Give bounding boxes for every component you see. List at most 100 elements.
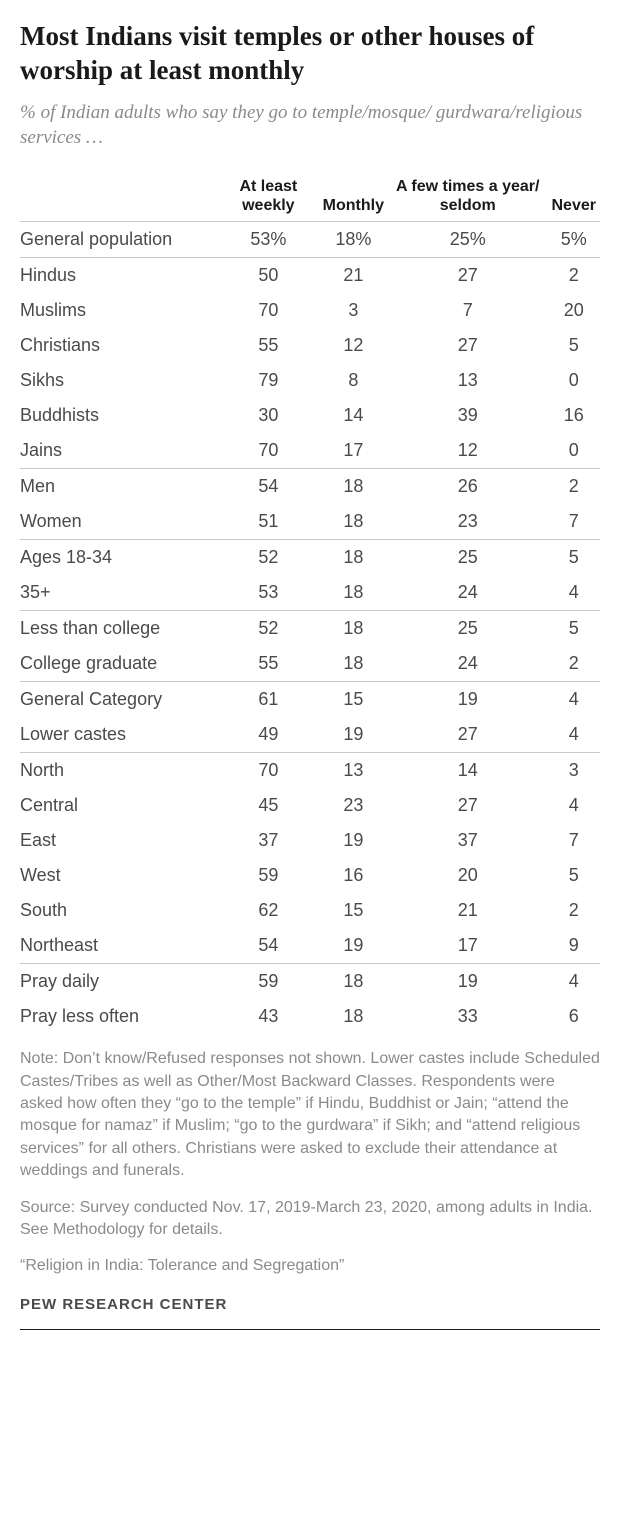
row-label: 35+	[20, 575, 218, 611]
cell-value: 19	[388, 682, 548, 718]
cell-value: 25	[388, 540, 548, 576]
cell-value: 18	[319, 999, 388, 1034]
cell-value: 59	[218, 964, 319, 1000]
cell-value: 26	[388, 469, 548, 505]
cell-value: 19	[319, 717, 388, 753]
cell-value: 18	[319, 540, 388, 576]
cell-value: 25%	[388, 222, 548, 258]
table-row: General Category6115194	[20, 682, 600, 718]
cell-value: 27	[388, 788, 548, 823]
row-label: General Category	[20, 682, 218, 718]
cell-value: 17	[388, 928, 548, 964]
cell-value: 4	[548, 788, 601, 823]
cell-value: 12	[319, 328, 388, 363]
table-row: Ages 18-345218255	[20, 540, 600, 576]
cell-value: 52	[218, 611, 319, 647]
table-row: Pray daily5918194	[20, 964, 600, 1000]
col-header-never: Never	[548, 171, 601, 222]
cell-value: 5	[548, 611, 601, 647]
row-label: Sikhs	[20, 363, 218, 398]
cell-value: 18	[319, 964, 388, 1000]
cell-value: 53	[218, 575, 319, 611]
cell-value: 16	[548, 398, 601, 433]
cell-value: 13	[388, 363, 548, 398]
cell-value: 18	[319, 504, 388, 540]
row-label: Muslims	[20, 293, 218, 328]
chart-title: Most Indians visit temples or other hous…	[20, 20, 600, 88]
table-row: Buddhists30143916	[20, 398, 600, 433]
cell-value: 0	[548, 433, 601, 469]
cell-value: 2	[548, 469, 601, 505]
table-row: North7013143	[20, 753, 600, 789]
cell-value: 23	[388, 504, 548, 540]
cell-value: 54	[218, 928, 319, 964]
attribution: PEW RESEARCH CENTER	[20, 1296, 600, 1330]
cell-value: 18%	[319, 222, 388, 258]
cell-value: 5	[548, 858, 601, 893]
cell-value: 2	[548, 646, 601, 682]
cell-value: 20	[388, 858, 548, 893]
table-row: General population53%18%25%5%	[20, 222, 600, 258]
col-header-monthly: Monthly	[319, 171, 388, 222]
chart-subtitle: % of Indian adults who say they go to te…	[20, 100, 600, 151]
cell-value: 15	[319, 893, 388, 928]
row-label: Lower castes	[20, 717, 218, 753]
cell-value: 59	[218, 858, 319, 893]
cell-value: 4	[548, 717, 601, 753]
cell-value: 54	[218, 469, 319, 505]
row-label: General population	[20, 222, 218, 258]
cell-value: 62	[218, 893, 319, 928]
cell-value: 19	[319, 823, 388, 858]
cell-value: 12	[388, 433, 548, 469]
cell-value: 52	[218, 540, 319, 576]
cell-value: 55	[218, 646, 319, 682]
table-row: Central4523274	[20, 788, 600, 823]
cell-value: 14	[388, 753, 548, 789]
cell-value: 21	[388, 893, 548, 928]
row-label: North	[20, 753, 218, 789]
cell-value: 55	[218, 328, 319, 363]
cell-value: 7	[388, 293, 548, 328]
row-label: Women	[20, 504, 218, 540]
row-label: Ages 18-34	[20, 540, 218, 576]
table-row: South6215212	[20, 893, 600, 928]
cell-value: 4	[548, 964, 601, 1000]
table-row: East3719377	[20, 823, 600, 858]
cell-value: 70	[218, 753, 319, 789]
cell-value: 14	[319, 398, 388, 433]
cell-value: 5	[548, 328, 601, 363]
cell-value: 9	[548, 928, 601, 964]
cell-value: 43	[218, 999, 319, 1034]
table-row: Men5418262	[20, 469, 600, 505]
row-label: Jains	[20, 433, 218, 469]
table-row: West5916205	[20, 858, 600, 893]
cell-value: 70	[218, 293, 319, 328]
col-header-blank	[20, 171, 218, 222]
row-label: Central	[20, 788, 218, 823]
cell-value: 21	[319, 258, 388, 294]
cell-value: 16	[319, 858, 388, 893]
cell-value: 23	[319, 788, 388, 823]
table-row: Women5118237	[20, 504, 600, 540]
cell-value: 6	[548, 999, 601, 1034]
col-header-weekly: At least weekly	[218, 171, 319, 222]
row-label: Pray daily	[20, 964, 218, 1000]
cell-value: 49	[218, 717, 319, 753]
cell-value: 50	[218, 258, 319, 294]
data-table: At least weekly Monthly A few times a ye…	[20, 171, 600, 1034]
table-row: Muslims703720	[20, 293, 600, 328]
cell-value: 45	[218, 788, 319, 823]
row-label: Less than college	[20, 611, 218, 647]
cell-value: 27	[388, 328, 548, 363]
cell-value: 37	[218, 823, 319, 858]
table-header-row: At least weekly Monthly A few times a ye…	[20, 171, 600, 222]
cell-value: 70	[218, 433, 319, 469]
cell-value: 19	[388, 964, 548, 1000]
cell-value: 51	[218, 504, 319, 540]
cell-value: 24	[388, 575, 548, 611]
cell-value: 37	[388, 823, 548, 858]
cell-value: 24	[388, 646, 548, 682]
footnote-source: Source: Survey conducted Nov. 17, 2019-M…	[20, 1197, 600, 1242]
table-row: Lower castes4919274	[20, 717, 600, 753]
row-label: Christians	[20, 328, 218, 363]
